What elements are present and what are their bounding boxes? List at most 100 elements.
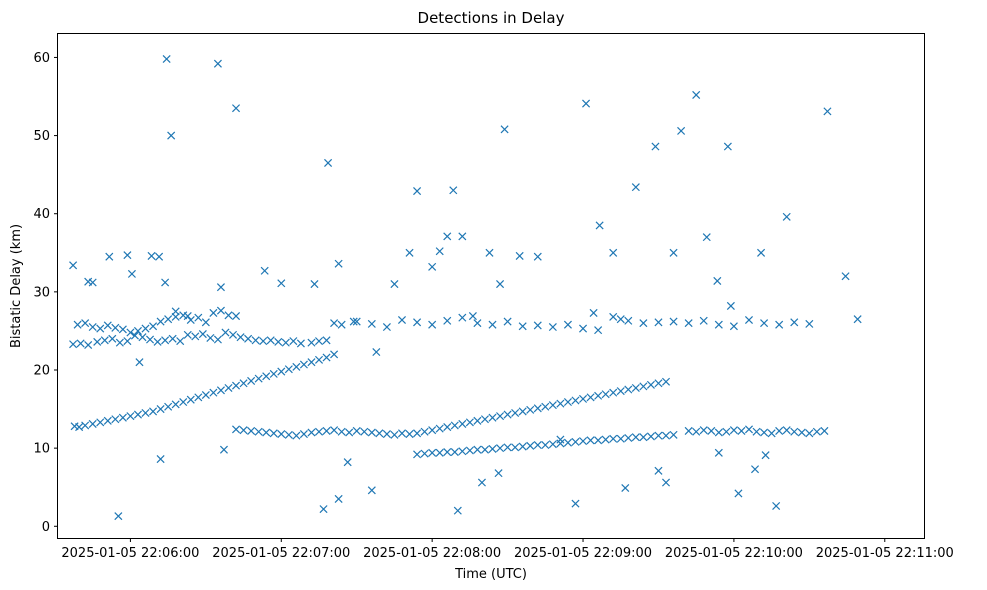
data-point <box>292 362 301 371</box>
data-point <box>586 436 595 445</box>
data-point <box>118 413 127 422</box>
data-point <box>224 311 233 320</box>
data-point <box>292 431 301 440</box>
data-point <box>556 435 565 444</box>
data-point <box>651 142 660 151</box>
data-point <box>277 430 286 439</box>
data-point <box>767 429 776 438</box>
data-point <box>397 315 407 325</box>
data-point <box>571 499 580 508</box>
data-point <box>141 324 150 333</box>
data-point <box>488 413 497 422</box>
data-point <box>228 330 238 339</box>
x-axis-title: Time (UTC) <box>454 567 527 582</box>
data-point <box>81 319 90 328</box>
data-point <box>473 445 482 454</box>
data-point <box>496 444 505 453</box>
data-point <box>714 448 723 457</box>
data-point <box>397 429 407 438</box>
data-point <box>609 248 618 257</box>
data-point <box>435 448 444 457</box>
data-point <box>722 427 731 436</box>
data-point <box>485 248 494 257</box>
data-point <box>616 434 625 443</box>
data-point <box>589 308 598 317</box>
data-point <box>149 322 158 331</box>
data-point <box>224 383 233 392</box>
data-point <box>526 441 535 450</box>
data-point <box>714 320 723 329</box>
data-point <box>805 319 814 328</box>
data-point <box>135 358 144 367</box>
data-point <box>156 317 165 326</box>
data-point <box>164 402 173 411</box>
data-point <box>307 428 316 437</box>
data-point <box>744 425 754 434</box>
data-point <box>413 429 422 438</box>
data-point <box>841 272 850 281</box>
data-point <box>473 319 482 328</box>
data-point <box>413 450 422 459</box>
data-point <box>805 429 814 438</box>
data-point <box>533 321 542 330</box>
data-point <box>449 186 458 195</box>
data-point <box>334 494 343 503</box>
data-point <box>153 337 162 346</box>
data-point <box>579 394 588 403</box>
data-point <box>548 322 557 332</box>
data-point <box>343 458 352 467</box>
data-point <box>100 336 109 345</box>
data-point <box>149 407 158 416</box>
data-point <box>443 448 452 457</box>
data-point <box>413 318 422 327</box>
data-point <box>239 426 248 435</box>
data-point <box>428 262 437 271</box>
data-point <box>130 331 139 340</box>
data-point <box>631 383 640 392</box>
data-point <box>262 428 271 437</box>
y-tick-label: 0 <box>42 520 50 535</box>
data-point <box>500 125 509 134</box>
data-point <box>232 381 241 390</box>
data-point <box>147 251 156 260</box>
data-point <box>259 337 268 346</box>
data-point <box>775 320 784 329</box>
data-point <box>533 440 542 450</box>
data-point <box>345 428 354 437</box>
data-point <box>277 279 286 288</box>
data-point <box>503 443 512 452</box>
x-axis: 2025-01-05 22:06:00 2025-01-05 22:07:00 20… <box>61 538 954 561</box>
x-tick-label: 2025-01-05 22:09:00 <box>514 546 652 561</box>
data-point <box>729 426 738 435</box>
data-point <box>443 423 452 432</box>
data-point <box>820 426 829 435</box>
data-point <box>322 426 331 435</box>
data-point <box>281 338 290 347</box>
data-point <box>737 426 746 435</box>
data-point <box>621 483 630 493</box>
data-point <box>556 439 565 448</box>
data-point <box>216 306 225 315</box>
data-point <box>699 426 708 435</box>
data-point <box>126 328 135 337</box>
data-point <box>322 336 331 345</box>
data-point <box>488 444 497 453</box>
data-point <box>458 419 467 428</box>
data-point <box>307 358 316 367</box>
data-point <box>277 367 286 376</box>
data-point <box>853 315 862 324</box>
data-point <box>518 442 527 451</box>
data-point <box>167 131 176 140</box>
data-point <box>477 478 486 487</box>
data-point <box>420 449 429 458</box>
y-tick-label: 60 <box>33 51 50 66</box>
data-point <box>209 308 218 317</box>
data-point <box>96 324 105 333</box>
data-point <box>284 430 293 439</box>
data-point <box>75 423 84 432</box>
y-tick-label: 40 <box>33 207 50 222</box>
data-point <box>515 251 524 260</box>
data-point <box>563 438 572 447</box>
data-point <box>450 421 459 430</box>
